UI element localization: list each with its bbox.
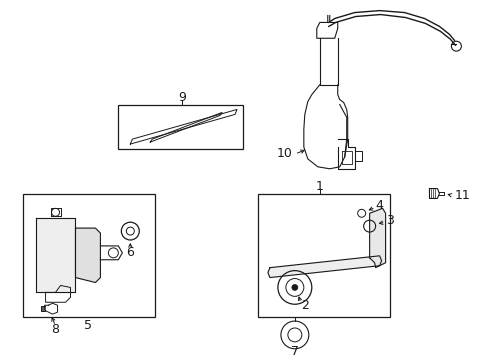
Polygon shape xyxy=(369,208,385,268)
Text: 6: 6 xyxy=(126,246,134,259)
Polygon shape xyxy=(267,256,381,278)
Text: 7: 7 xyxy=(290,345,298,358)
Text: 5: 5 xyxy=(84,319,92,332)
Circle shape xyxy=(291,284,297,291)
Bar xyxy=(258,194,389,317)
Bar xyxy=(118,104,243,149)
Bar xyxy=(22,194,155,317)
Polygon shape xyxy=(36,218,75,292)
Text: 2: 2 xyxy=(300,299,308,312)
Text: 1: 1 xyxy=(315,180,323,193)
Text: 4: 4 xyxy=(375,199,383,212)
Text: 3: 3 xyxy=(385,214,393,227)
Text: 9: 9 xyxy=(178,91,186,104)
Text: 10: 10 xyxy=(276,148,292,161)
Text: 11: 11 xyxy=(453,189,469,202)
Text: 8: 8 xyxy=(51,323,60,337)
Polygon shape xyxy=(75,228,100,283)
